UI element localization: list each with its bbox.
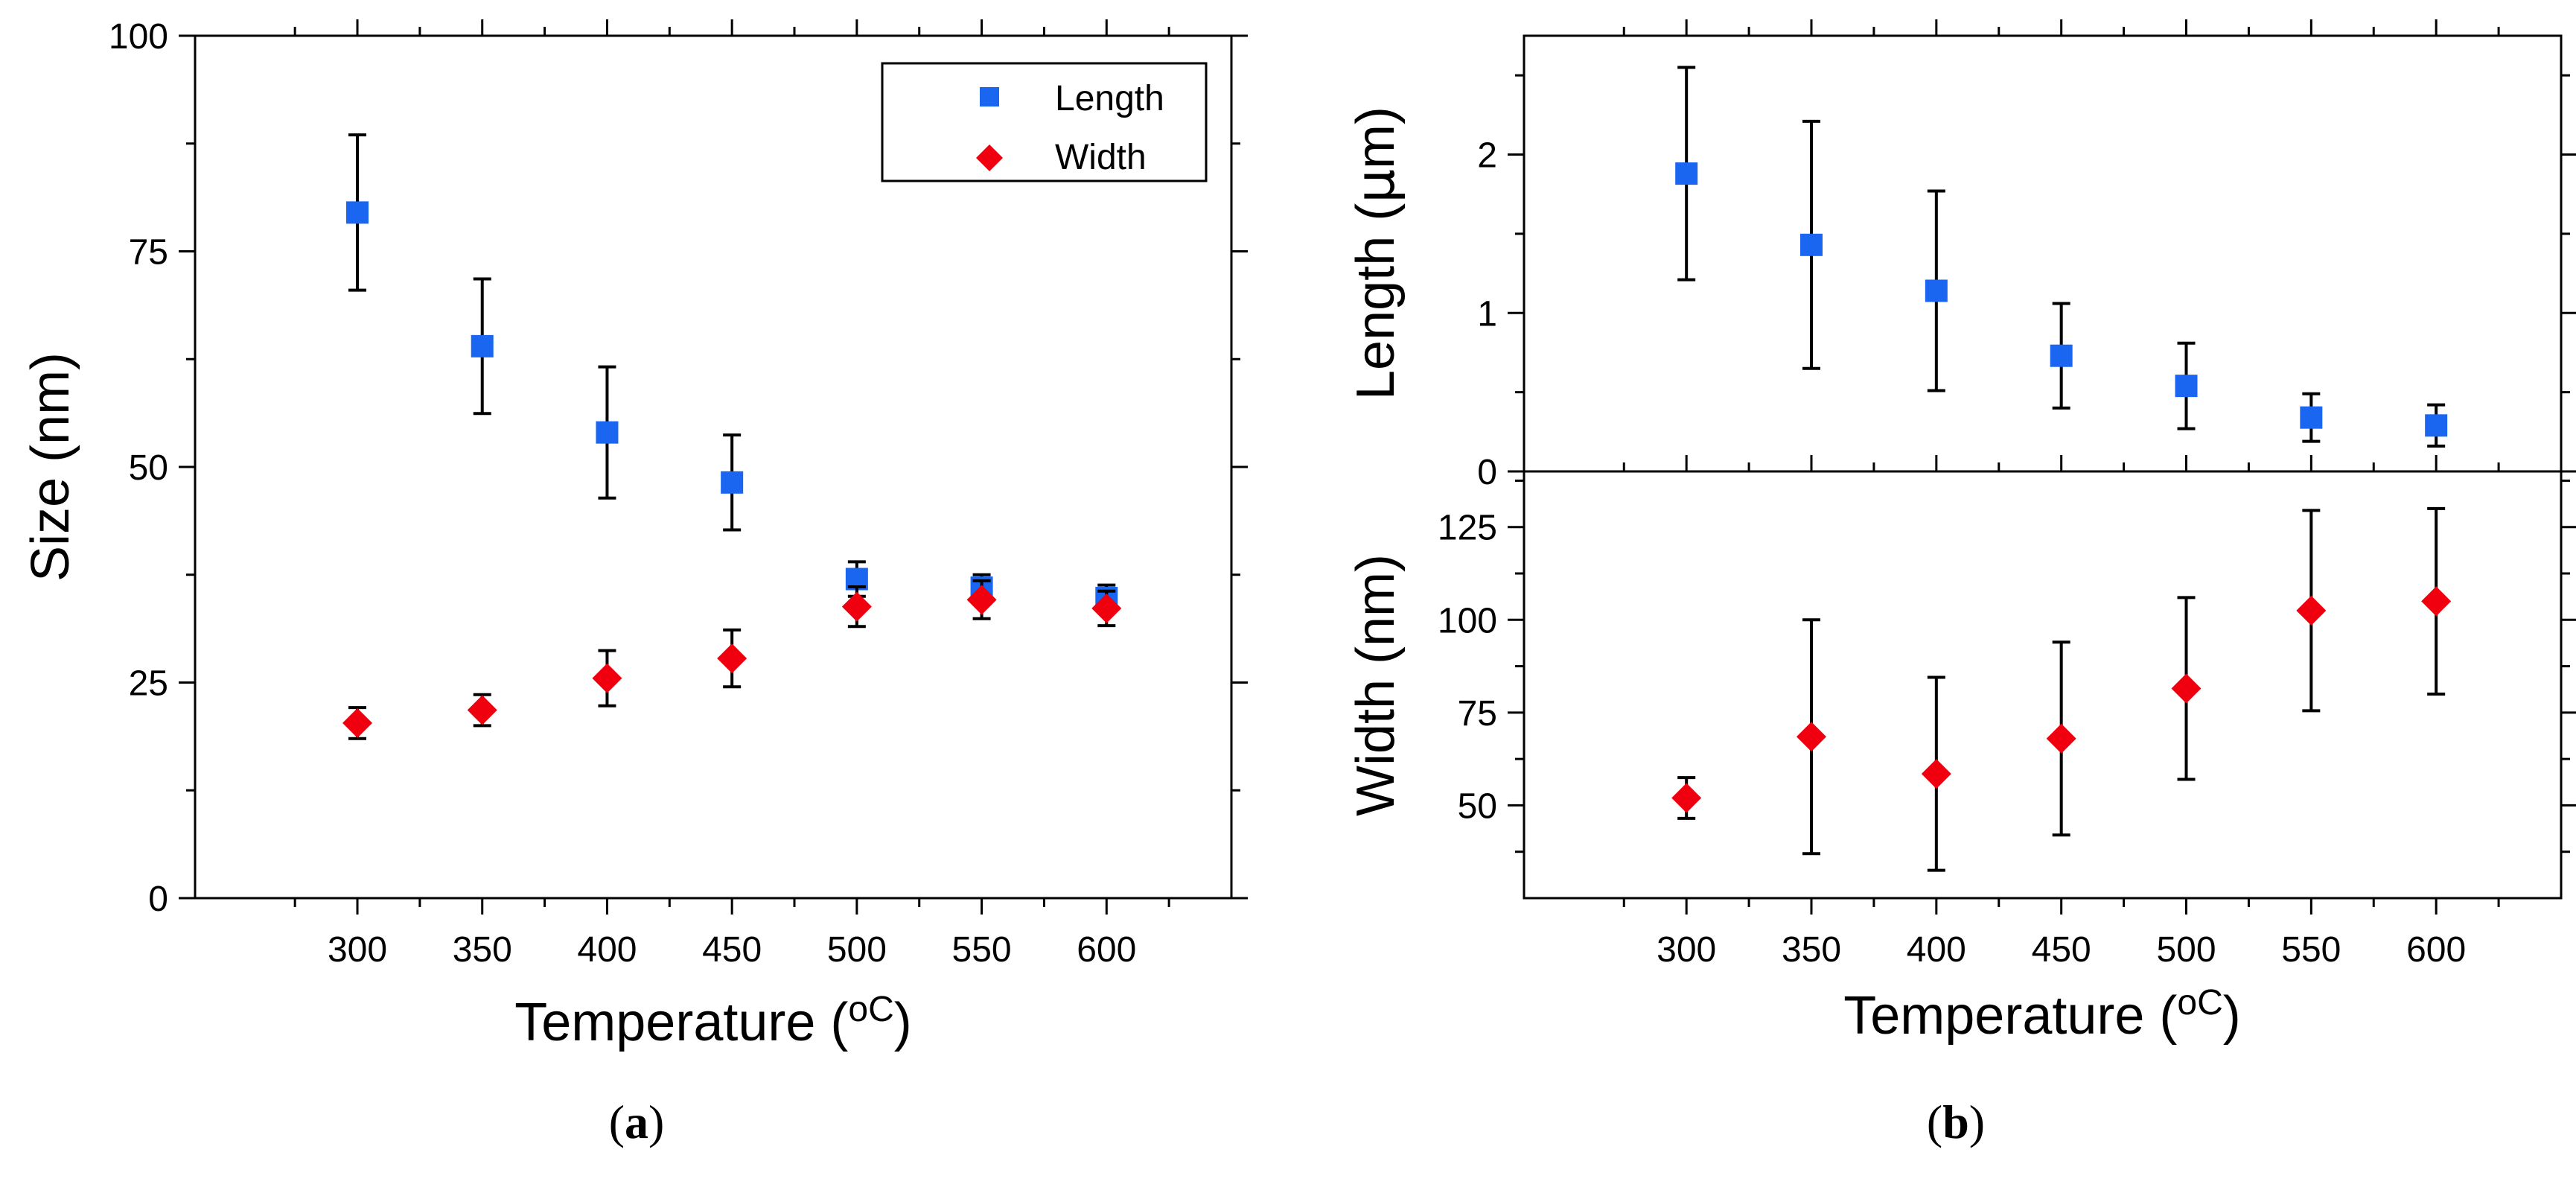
x-tick-label: 600 [1077,930,1136,970]
y-tick-label: 125 [1438,509,1497,548]
length-point [1675,162,1698,185]
legend-box [881,62,1208,182]
width-point [467,695,497,725]
x-tick-label: 400 [1907,930,1966,970]
y-tick-label: 100 [1438,601,1497,640]
width-point [966,585,997,615]
panel-b-bottom-ticks: 50 75 100 125 300 350 400 450 500 550 600 [1438,455,2576,970]
panel-a-x-axis-title: Temperature (oC) [514,990,912,1052]
width-point [1796,722,1827,752]
panel-b-frame [1523,34,2563,900]
y-tick-label: 1 [1477,294,1497,334]
x-tick-label: 350 [453,930,512,970]
length-point [596,421,619,444]
x-tick-label: 500 [827,930,887,970]
y-tick-label: 2 [1477,136,1497,176]
length-point [1925,279,1948,302]
panel-b-label: (b) [1927,1095,1985,1148]
width-point [717,643,747,674]
x-tick-label: 300 [1657,930,1716,970]
x-tick-label: 400 [577,930,637,970]
x-tick-label: 450 [2032,930,2091,970]
length-point [2300,406,2323,429]
length-point [346,201,369,224]
x-tick-label: 350 [1782,930,1841,970]
panel-b-top-y-axis-title: Length (μm) [1344,106,1406,400]
panel-a-y-axis-title: Size (nm) [21,352,80,582]
panel-a-ticks: 0 25 50 75 100 300 350 400 450 500 550 600 [109,17,1248,970]
y-tick-label: 50 [129,448,168,488]
panel-b: 0 1 2 50 75 100 125 300 350 400 450 500 550 600 Leng… [1344,19,2576,1148]
panel-b-bottom-points [1671,506,2452,872]
y-tick-label: 0 [1477,453,1497,492]
width-point [841,591,872,622]
panel-a-points [342,133,1122,740]
width-point [2296,595,2327,626]
width-point [342,707,373,738]
length-point [721,471,744,494]
x-tick-label: 600 [2406,930,2466,970]
y-tick-label: 100 [109,17,168,57]
width-point [1921,759,1951,789]
panel-b-top-ticks: 0 1 2 [1477,19,2576,492]
x-tick-label: 500 [2156,930,2216,970]
legend-length-marker [980,87,999,106]
y-tick-label: 75 [129,233,168,273]
y-tick-label: 0 [148,880,168,919]
length-point [2050,344,2073,367]
width-point [1091,593,1122,623]
y-tick-label: 25 [129,664,168,704]
legend: Length Width [881,62,1208,182]
width-point [592,663,622,693]
width-point [2046,723,2076,754]
x-tick-label: 450 [702,930,762,970]
length-point [2425,414,2448,437]
length-point [471,334,494,357]
y-tick-label: 75 [1458,694,1497,734]
width-point [2421,586,2452,617]
panel-b-top-points [1675,66,2448,448]
panel-a-label: (a) [609,1095,665,1148]
width-point [2171,673,2202,704]
panel-a: 0 25 50 75 100 300 350 400 450 500 550 600 Size (nm… [21,17,1248,1148]
y-tick-label: 50 [1458,786,1497,826]
panel-b-x-axis-title: Temperature (oC) [1843,983,2241,1046]
x-tick-label: 550 [952,930,1012,970]
x-tick-label: 550 [2281,930,2341,970]
legend-length-label: Length [1055,79,1164,118]
width-point [1671,783,1702,813]
length-point [2175,375,2198,398]
x-tick-label: 300 [328,930,387,970]
legend-width-marker [976,144,1003,171]
legend-width-label: Width [1055,138,1147,177]
length-point [1800,233,1823,256]
panel-b-bottom-y-axis-title: Width (nm) [1346,554,1406,816]
